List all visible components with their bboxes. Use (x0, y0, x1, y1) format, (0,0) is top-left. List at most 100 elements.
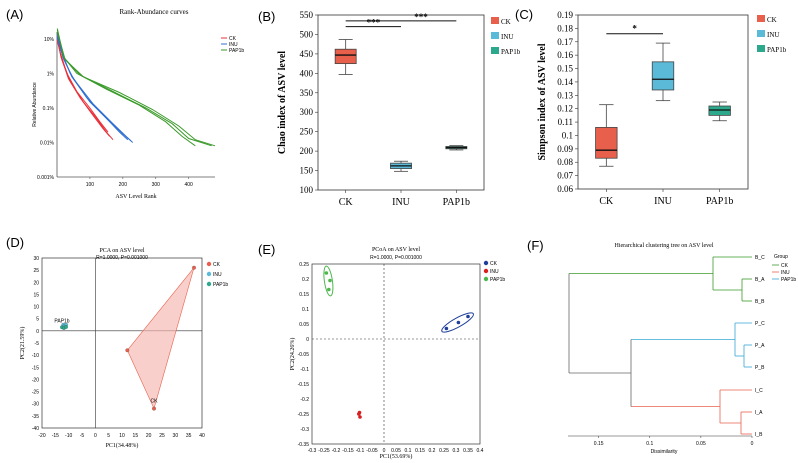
c-ytick-label: 0.16 (557, 50, 573, 60)
a-ytick-label: 0.01% (40, 140, 55, 146)
e-point-CK (444, 326, 449, 331)
e-legend-dot (483, 268, 489, 274)
e-xtick-label: -0.3 (308, 448, 317, 454)
c-legend-swatch (757, 45, 765, 52)
c-box-INU (651, 61, 675, 91)
e-xtick-label: 0.25 (439, 448, 449, 454)
a-series-PAP1b (56, 28, 196, 147)
a-ytick-label: 0.001% (37, 175, 55, 181)
c-ytick-label: 0.12 (557, 104, 573, 114)
d-frame (41, 257, 203, 429)
e-ytick-label: -0.05 (298, 352, 310, 358)
d-xtick-label: 30 (173, 433, 179, 439)
a-series-INU (56, 32, 129, 141)
e-ylabel: PC2(24.26%) (289, 338, 296, 371)
e-point-PAP1b (327, 287, 331, 292)
d-xtick-label: 40 (199, 433, 205, 439)
e-ytick-label: 0.05 (299, 322, 309, 328)
e-point-CK (466, 314, 470, 319)
d-ytick-label: -35 (32, 414, 39, 420)
f-xtick-label: 0.15 (594, 441, 604, 447)
d-title: PCA on ASV level (99, 248, 144, 254)
e-legend-label: CK (490, 261, 498, 267)
f-leaf-label: P_C (755, 321, 765, 327)
e-ytick-label: -0.2 (300, 397, 309, 403)
d-xtick-label: -15 (52, 433, 59, 439)
b-xtick-label: INU (392, 197, 411, 208)
a-xtick-label: 200 (119, 182, 128, 188)
d-ytick-label: -5 (35, 341, 40, 347)
d-ytick-label: -40 (32, 426, 39, 432)
c-xtick-label: CK (599, 196, 614, 207)
b-ytick-label: 300 (300, 107, 314, 117)
d-legend-dot (206, 261, 212, 267)
b-box-CK (334, 48, 357, 65)
e-ytick-label: -0.15 (298, 382, 310, 388)
d-point-CK (125, 348, 130, 353)
e-ellipse-PAP1b (323, 265, 334, 297)
d-xtick-label: 25 (159, 433, 165, 439)
f-xlabel: Dissimilarity (651, 449, 678, 455)
e-ytick-label: 0.1 (302, 307, 309, 313)
f-legend-label: PAP1b (781, 277, 796, 283)
f-xtick-label: 0.1 (646, 441, 653, 447)
d-xtick-label: 5 (107, 433, 110, 439)
a-legend-label: INU (229, 42, 238, 48)
b-ytick-label: 450 (300, 49, 314, 59)
e-point-INU (358, 415, 362, 419)
f-leaf-label: P_B (755, 365, 765, 371)
d-point-CK (192, 265, 196, 270)
d-xtick-label: 15 (133, 433, 139, 439)
f-xtick-label: 0 (751, 441, 754, 447)
e-ytick-label: 0 (306, 337, 309, 343)
d-point-label: PAP1b (54, 318, 69, 324)
f-leaf-label: B_B (755, 299, 765, 305)
a-series-CK (56, 40, 114, 141)
e-xtick-label: 0.3 (453, 448, 460, 454)
b-ytick-label: 350 (300, 88, 314, 98)
f-leaf-label: P_A (755, 343, 765, 349)
panel-label-d: (D) (6, 235, 24, 250)
b-legend-label: CK (501, 18, 511, 26)
c-xtick-label: PAP1b (706, 196, 733, 207)
e-ytick-label: -0.25 (298, 412, 310, 418)
panel-label-a: (A) (6, 7, 23, 22)
c-ytick-label: 0.14 (557, 77, 573, 87)
d-xtick-label: 10 (119, 433, 125, 439)
c-ytick-label: 0.19 (557, 10, 573, 20)
c-ytick-label: 0.08 (557, 157, 573, 167)
d-legend-dot (206, 271, 212, 277)
e-xtick-label: 0.15 (415, 448, 425, 454)
d-point-CK (152, 406, 156, 411)
f-legend-label: CK (781, 263, 789, 269)
e-title: PCoA on ASV level (372, 247, 420, 253)
a-series-INU (56, 37, 134, 143)
e-point-PAP1b (328, 278, 332, 283)
c-legend-swatch (757, 15, 765, 22)
e-xlabel: PC1(53.69%) (380, 453, 413, 460)
e-xtick-label: 0.35 (463, 448, 473, 454)
e-xtick-label: 0.2 (429, 448, 436, 454)
c-ytick-label: 0.15 (557, 64, 573, 74)
b-ytick-label: 250 (300, 127, 314, 137)
c-legend-swatch (757, 30, 765, 37)
c-ylabel: Simpson index of ASV level (537, 43, 548, 160)
d-ytick-label: 25 (33, 268, 39, 274)
d-point-PAP1b (64, 325, 68, 329)
f-legend-label: INU (781, 270, 790, 276)
c-sig-label: * (632, 24, 637, 34)
e-point-CK (456, 320, 461, 325)
d-ytick-label: -30 (32, 402, 39, 408)
a-xtick-label: 400 (184, 182, 193, 188)
panel-label-c: (C) (515, 7, 533, 22)
e-xtick-label: 0.05 (391, 448, 401, 454)
a-xtick-label: 100 (86, 182, 95, 188)
b-xtick-label: CK (339, 197, 354, 208)
d-ytick-label: 5 (36, 317, 39, 323)
d-ytick-label: -25 (32, 390, 39, 396)
c-ytick-label: 0.11 (558, 117, 573, 127)
e-xtick-label: -0.2 (332, 448, 341, 454)
b-xtick-label: PAP1b (443, 197, 470, 208)
a-series-INU (56, 36, 132, 142)
